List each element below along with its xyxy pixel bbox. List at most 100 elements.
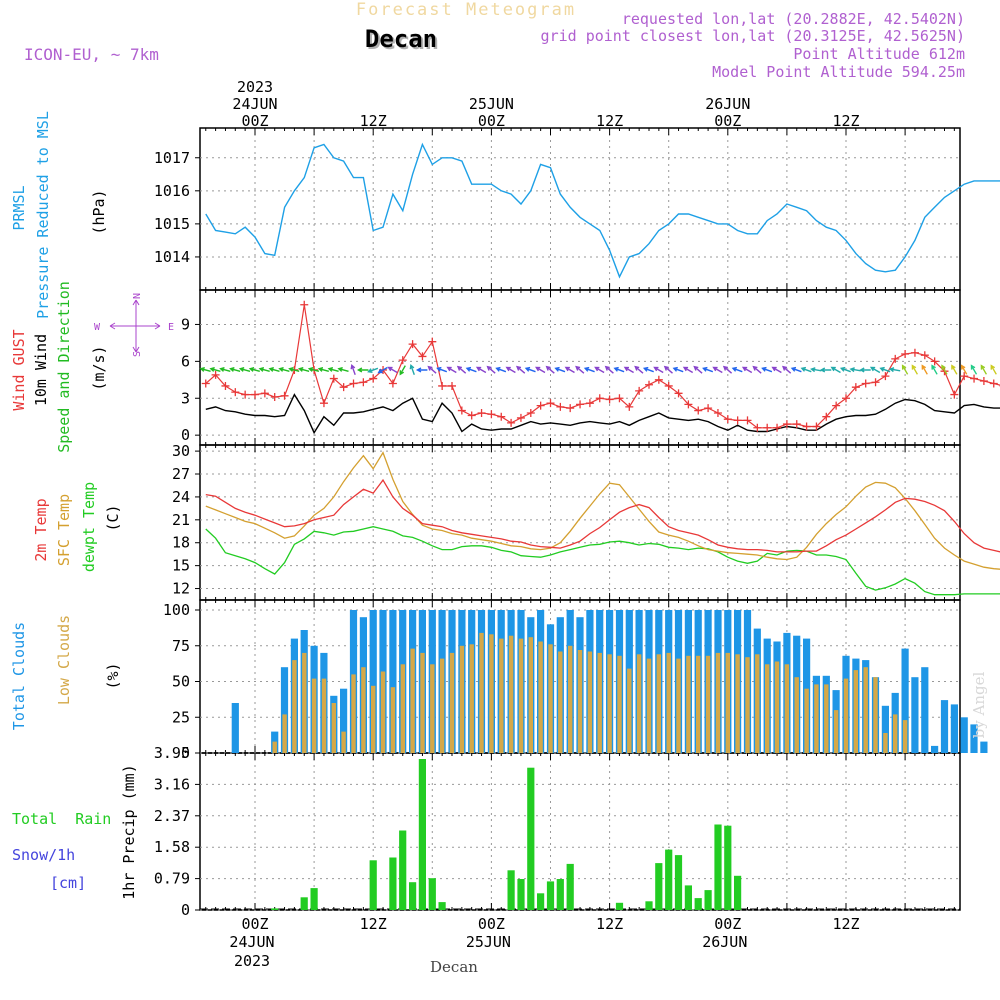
low-cloud-bar [794,677,799,753]
low-cloud-bar [361,667,366,753]
total-cloud-bar [960,717,968,753]
wind-direction-arrow [515,365,526,374]
low-cloud-bar [873,677,878,753]
bottom-hour-label: 00Z [241,915,268,933]
wind-direction-arrow [951,364,958,375]
pressure-msl-label: Pressure Reduced to MSL [34,111,52,319]
rain-bar [704,890,712,910]
rain-bar [546,881,555,910]
rain-bar [369,860,377,910]
gust-point [812,422,821,431]
compass-n: N [132,293,143,299]
gust-point [585,399,594,408]
wind-direction-arrow [524,366,536,373]
wind-direction-arrow [771,366,782,374]
rain-bar [714,824,722,910]
gust-point [635,386,644,395]
wind-direction-arrow [258,367,270,372]
low-cloud-bar [371,685,376,753]
low-cloud-bar [705,655,711,753]
rain-bar [438,902,446,910]
low-cloud-bar [390,687,396,753]
low-cloud-bar [636,654,642,753]
low-cloud-bar [548,644,553,753]
low-cloud-bar [774,661,780,753]
ytick-label: 50 [172,673,190,691]
wind-direction-arrow [350,363,356,375]
model-point-altitude: Model Point Altitude 594.25m [712,63,965,81]
low-cloud-bar [725,652,730,753]
grid-point-coords: grid point closest lon,lat (20.3125E, 42… [541,27,965,45]
low-cloud-bar [833,710,839,753]
wind-direction-arrow [693,365,703,374]
wind-direction-arrow [634,365,644,374]
wind-labels: Wind GUST 10m Wind Speed and Direction (… [10,281,174,453]
wind-direction-arrow [623,366,634,374]
sfc-temp-label: SFC Temp [55,494,73,566]
wind-direction-arrow [594,366,605,374]
wind-direction-arrow [199,367,211,372]
wind10m-label: 10m Wind [32,334,50,406]
rain-bar [556,879,564,910]
gust-point [556,402,565,411]
low-cloud-bar [558,651,563,753]
wind-direction-arrow [337,367,349,372]
low-cloud-bar [676,658,681,753]
wind-direction-arrow [752,365,762,374]
wind-direction-arrow [278,367,290,372]
requested-coords: requested lon,lat (20.2882E, 42.5402N) [622,10,965,28]
gust-point [851,383,860,392]
gust-point [654,375,663,384]
ytick-label: 30 [172,442,190,460]
gust-point [241,390,250,399]
wind-direction-arrow [415,367,428,373]
total-cloud-bar [881,705,889,753]
gust-point [792,420,801,429]
gust-point [664,381,673,390]
wind-direction-arrow [327,367,339,372]
low-clouds-label: Low Clouds [55,615,73,705]
gust-point [516,413,525,422]
low-cloud-bar [755,654,760,753]
low-cloud-bar [321,678,327,753]
gust-point [329,374,338,383]
low-cloud-bar [902,720,908,753]
compass-rose: N S W E [94,293,174,357]
wind-direction-arrow [682,366,694,374]
wind-direction-arrow [564,366,575,374]
compass-s: S [132,351,143,357]
wind-direction-arrow [731,366,743,373]
top-date-label: 25JUN [469,95,514,113]
low-cloud-bar [617,655,622,753]
pressure-line [205,142,1000,279]
low-cloud-bar [410,648,415,753]
top-hour-label: 12Z [360,112,387,130]
wind-direction-arrow [761,366,773,373]
wind-direction-arrow [409,363,415,375]
bottom-hour-label: 00Z [478,915,505,933]
low-cloud-bar [469,644,474,753]
total-cloud-bar [980,741,988,753]
panel-frame-temperature [199,444,961,601]
rain-bar [537,893,545,910]
wind-direction-arrow [377,366,388,374]
wind-direction-arrow [436,366,448,373]
gust-point [487,410,496,419]
wind-direction-arrow [741,366,753,374]
wind-direction-arrow [219,367,231,372]
gust-point [802,422,811,431]
ytick-label: 1015 [154,215,190,233]
low-cloud-bar [439,658,445,753]
rain-bar [724,825,732,910]
low-cloud-bar [814,684,819,753]
ytick-label: 0.79 [154,870,190,888]
rain-bar [566,863,574,910]
low-cloud-bar [459,645,465,753]
wind-direction-arrow [387,366,398,374]
rain-bar [507,870,515,910]
low-cloud-bar [715,652,721,753]
top-hour-label: 00Z [714,112,741,130]
rain-bar [665,849,673,910]
gust-point [448,381,456,390]
low-cloud-bar [863,667,868,753]
